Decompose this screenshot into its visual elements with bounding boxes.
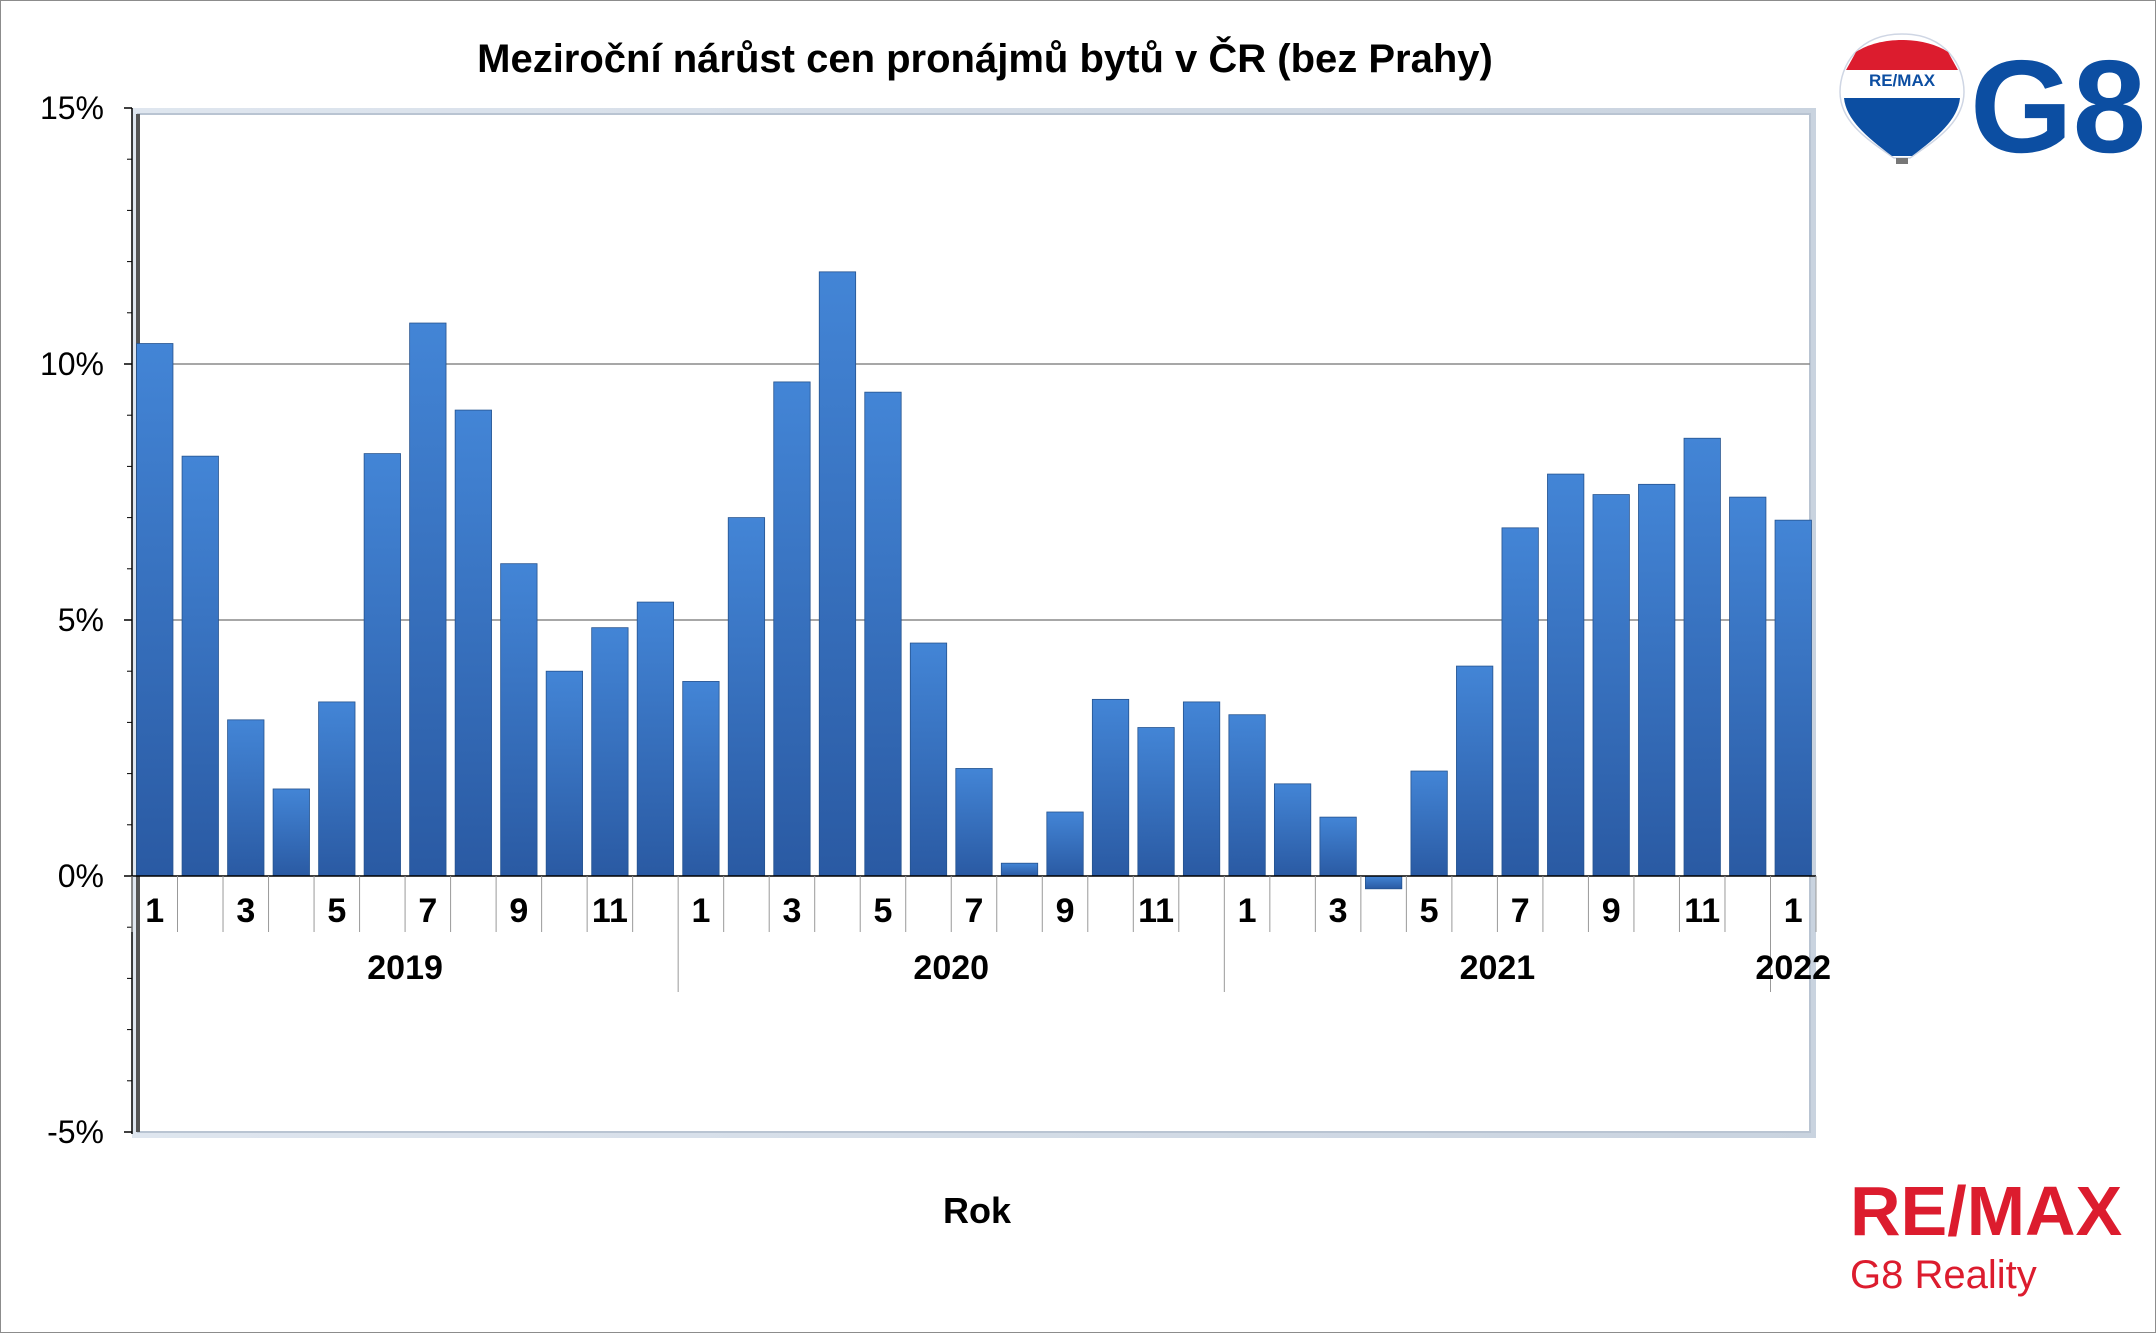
x-tick-label: 7 xyxy=(965,892,984,930)
bar xyxy=(1365,875,1403,890)
bar xyxy=(500,563,538,877)
y-tick-label: 10% xyxy=(40,346,104,382)
x-tick-label: 5 xyxy=(327,892,346,930)
bar xyxy=(1547,473,1585,877)
bar xyxy=(1046,811,1084,877)
balloon-logo-text: RE/MAX xyxy=(1869,71,1936,90)
bar xyxy=(1273,783,1312,877)
x-tick-label: 3 xyxy=(782,892,801,930)
remax-wordmark: RE/MAX xyxy=(1850,1172,2123,1250)
g8-reality-text: G8 Reality xyxy=(1850,1253,2037,1297)
y-tick-label: 5% xyxy=(58,602,104,638)
bar xyxy=(409,322,447,877)
x-year-label: 2021 xyxy=(1460,949,1536,987)
x-tick-label: 9 xyxy=(1056,892,1075,930)
x-tick-label: 9 xyxy=(1602,892,1621,930)
bar xyxy=(454,409,492,877)
x-tick-label: 3 xyxy=(236,892,255,930)
x-tick-label: 11 xyxy=(1138,892,1174,930)
x-tick-label: 5 xyxy=(874,892,893,930)
bar xyxy=(955,768,993,877)
x-tick-label: 7 xyxy=(418,892,437,930)
bar xyxy=(272,788,310,877)
x-tick-label: 1 xyxy=(1784,892,1803,930)
x-tick-label: 9 xyxy=(509,892,528,930)
x-tick-label: 1 xyxy=(1238,892,1257,930)
chart-title: Meziroční nárůst cen pronájmů bytů v ČR … xyxy=(477,35,1493,81)
bar xyxy=(1683,437,1721,877)
bar xyxy=(1228,714,1266,877)
bar xyxy=(1774,519,1812,877)
bar xyxy=(1501,527,1539,877)
x-tick-label: 7 xyxy=(1511,892,1530,930)
x-tick-label: 1 xyxy=(691,892,710,930)
bar xyxy=(227,719,265,877)
bar xyxy=(1638,483,1676,877)
x-tick-label: 11 xyxy=(1684,892,1720,930)
x-axis-title: Rok xyxy=(943,1190,1012,1231)
bar xyxy=(318,701,356,877)
bar xyxy=(727,517,766,877)
x-tick-label: 11 xyxy=(592,892,628,930)
bar xyxy=(363,453,401,877)
y-tick-label: 15% xyxy=(40,90,104,126)
x-tick-label: 5 xyxy=(1420,892,1439,930)
bar xyxy=(909,642,948,877)
bar xyxy=(1319,816,1357,877)
bar-series xyxy=(136,271,1812,890)
bar xyxy=(591,627,629,877)
bar xyxy=(1592,494,1630,877)
bar xyxy=(864,391,902,877)
bar xyxy=(1729,496,1767,877)
y-tick-label: 0% xyxy=(58,858,104,894)
bar xyxy=(1137,727,1175,877)
bar xyxy=(1182,701,1221,877)
y-axis: -5% 0% 5% 10% 15% xyxy=(40,90,133,1150)
bar xyxy=(181,455,219,877)
bar xyxy=(136,343,174,877)
bar xyxy=(1410,770,1448,877)
bar xyxy=(1456,665,1494,877)
bar xyxy=(1000,862,1039,877)
x-tick-label: 1 xyxy=(145,892,164,930)
x-year-label: 2020 xyxy=(913,949,989,987)
x-year-label: 2022 xyxy=(1755,949,1831,987)
x-year-label: 2019 xyxy=(367,949,443,987)
bar xyxy=(636,601,675,877)
bar xyxy=(818,271,857,877)
bar xyxy=(773,381,811,877)
bar xyxy=(545,670,583,877)
bar xyxy=(1091,698,1130,877)
remax-balloon-logo: RE/MAX xyxy=(1839,33,1965,164)
bar xyxy=(682,681,720,877)
y-tick-label: -5% xyxy=(47,1114,104,1150)
g8-logo-text: G8 xyxy=(1970,33,2146,180)
x-tick-label: 3 xyxy=(1329,892,1348,930)
